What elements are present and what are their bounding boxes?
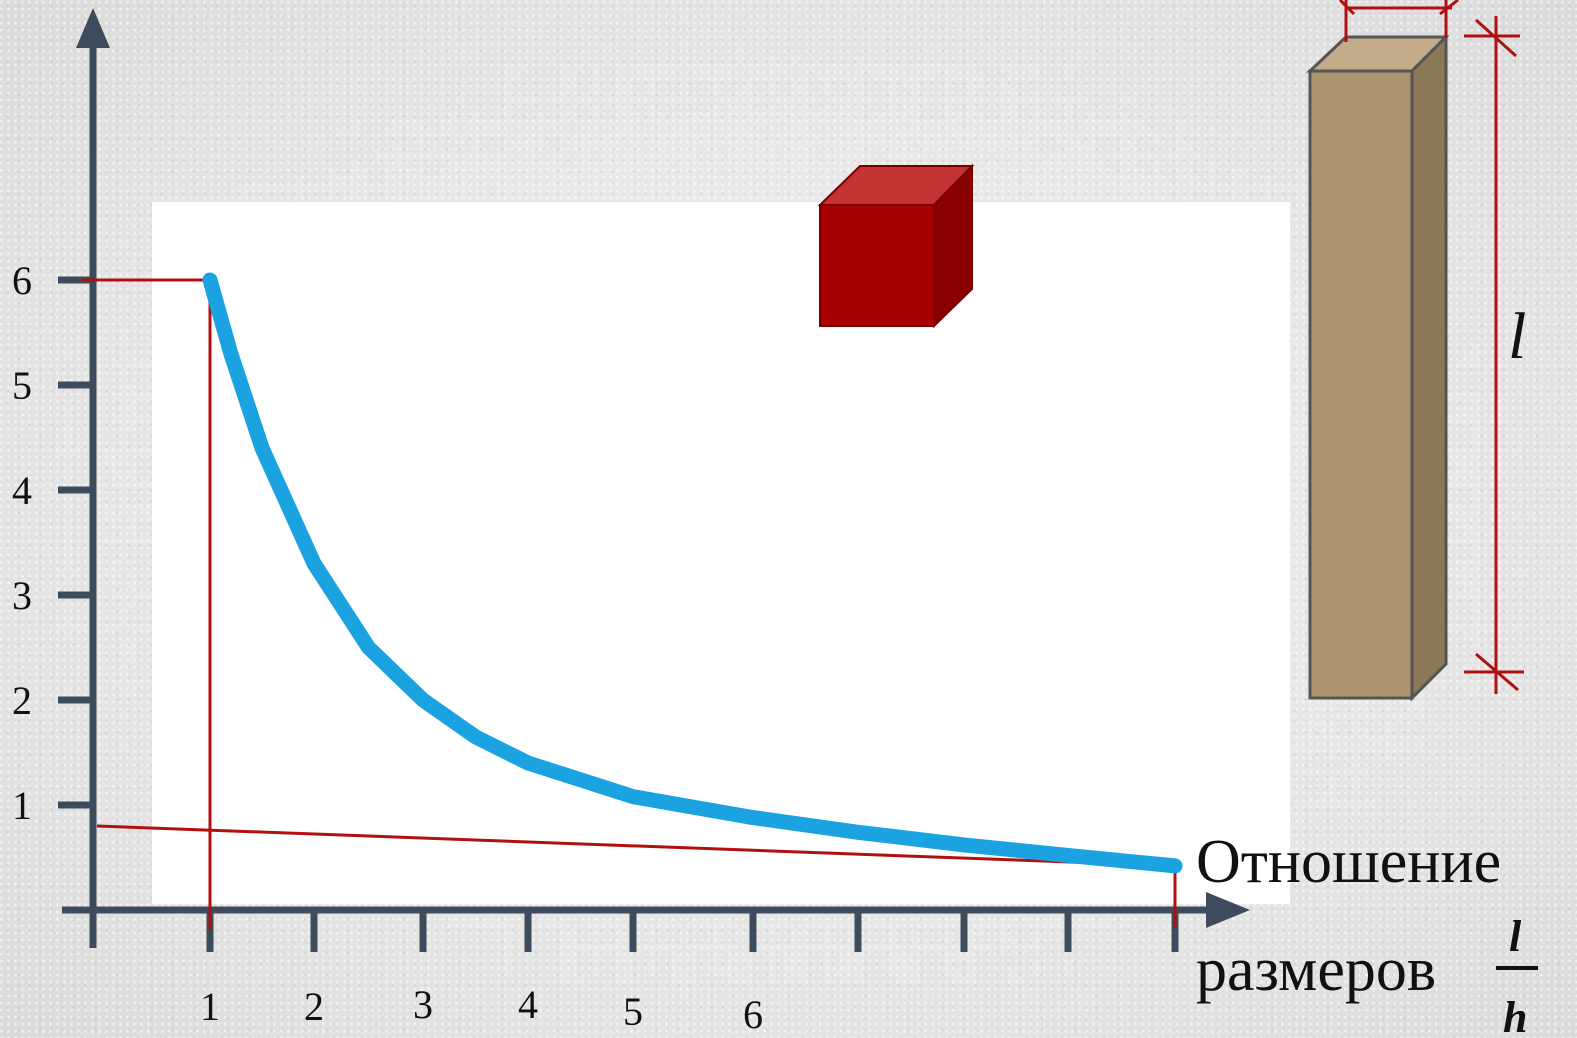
bar-front-face	[1308, 69, 1414, 700]
dimension-label: l	[1508, 300, 1526, 373]
axes	[58, 8, 1250, 952]
tick-labels: 1 2 3 4 5 6 1 2 3 4 5 6	[12, 258, 763, 1037]
x-tick-label: 2	[304, 984, 324, 1029]
y-axis-arrow	[76, 8, 110, 48]
series-curve	[202, 272, 1183, 874]
x-tick-label: 4	[518, 982, 538, 1027]
dimension-markers	[1338, 0, 1524, 694]
y-tick-label: 2	[12, 678, 32, 723]
height-bottom-cross	[1475, 652, 1519, 692]
x-tick-label: 6	[743, 992, 763, 1037]
x-axis-fraction-denominator: h	[1503, 993, 1527, 1038]
height-top-cross	[1474, 18, 1518, 58]
reference-line-bottom	[96, 824, 1176, 868]
x-tick-label: 3	[413, 982, 433, 1027]
x-axis-fraction-numerator: l	[1509, 912, 1522, 961]
y-tick-label: 3	[12, 573, 32, 618]
plot-area	[152, 202, 1290, 904]
x-axis-title-line1: Отношение	[1196, 828, 1501, 896]
x-tick-label: 1	[200, 984, 220, 1029]
y-tick-label: 5	[12, 363, 32, 408]
y-tick-label: 4	[12, 468, 32, 513]
bar-illustration	[1306, 33, 1450, 702]
y-tick-label: 1	[12, 783, 32, 828]
width-left-cross	[1338, 0, 1356, 16]
cube-illustration	[817, 163, 975, 329]
x-axis-arrow	[1206, 892, 1250, 928]
y-tick-label: 6	[12, 258, 32, 303]
width-right-cross	[1439, 0, 1459, 16]
bar-side-face	[1410, 33, 1448, 702]
x-axis-title-line2: размеров	[1196, 936, 1436, 1004]
x-tick-label: 5	[623, 989, 643, 1034]
cube-front-face	[819, 204, 935, 327]
